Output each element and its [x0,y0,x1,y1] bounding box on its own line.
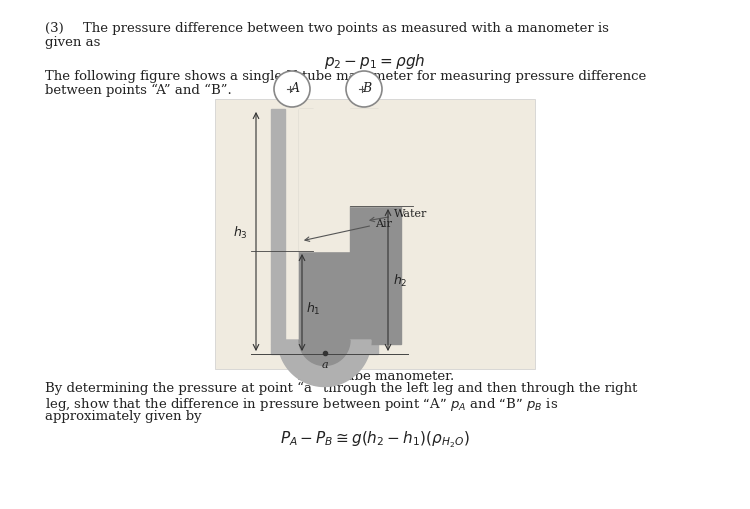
Text: The U-tube manometer.: The U-tube manometer. [296,369,454,382]
Circle shape [274,72,310,108]
Text: A: A [290,81,299,94]
FancyBboxPatch shape [215,100,535,369]
Text: leg, show that the difference in pressure between point “A” $p_A$ and “B” $p_B$ : leg, show that the difference in pressur… [45,395,558,412]
Text: B: B [362,81,371,94]
Bar [271,110,285,344]
Text: given as: given as [45,36,100,49]
Polygon shape [278,341,371,387]
Bar [299,110,350,251]
Polygon shape [299,341,350,366]
Text: The following figure shows a single U-tube manometer for measuring pressure diff: The following figure shows a single U-tu… [45,70,646,83]
Text: Air: Air [305,218,392,242]
Text: between points “A” and “B”.: between points “A” and “B”. [45,84,232,97]
Bar [299,341,350,344]
Text: $h_1$: $h_1$ [306,300,321,316]
Bar [299,341,350,344]
Bar [299,251,350,344]
Text: $h_3$: $h_3$ [233,224,248,240]
Text: By determining the pressure at point “a” through the left leg and then through t: By determining the pressure at point “a”… [45,381,638,394]
Bar [350,110,364,344]
Text: a: a [321,359,328,369]
Bar [350,207,401,344]
Text: approximately given by: approximately given by [45,409,202,422]
Text: $p_2 - p_1 = \rho gh$: $p_2 - p_1 = \rho gh$ [324,52,426,71]
Text: $h_2$: $h_2$ [393,272,407,289]
Bar [271,344,378,354]
Text: Water: Water [370,209,428,222]
Bar [299,110,313,344]
Circle shape [346,72,382,108]
Bar [350,110,401,207]
Text: (3): (3) [45,22,64,35]
Text: The pressure difference between two points as measured with a manometer is: The pressure difference between two poin… [83,22,609,35]
Bar [364,110,378,344]
Text: $P_A - P_B \cong g(h_2 - h_1)(\rho_{H_2O})$: $P_A - P_B \cong g(h_2 - h_1)(\rho_{H_2O… [280,428,470,449]
